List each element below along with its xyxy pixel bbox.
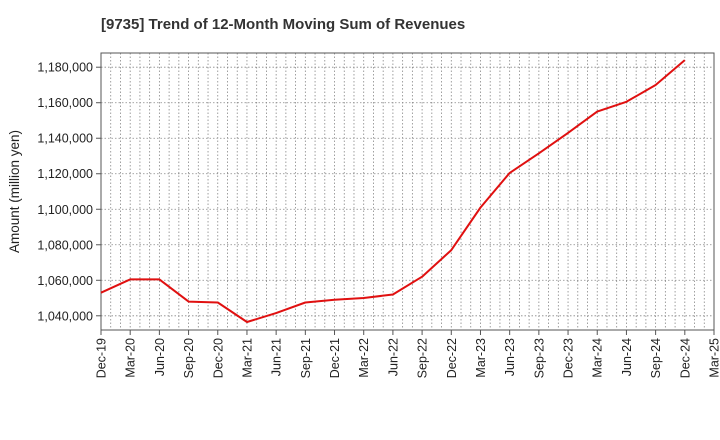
y-axis-ticks: 1,040,000 1,060,000 1,080,000 1,100,000 1,12… (37, 61, 101, 323)
x-tick-label: Sep-23 (532, 338, 546, 378)
chart-title: [9735] Trend of 12-Month Moving Sum of R… (101, 16, 466, 33)
x-tick-label: Jun-22 (386, 338, 400, 376)
series-line (100, 59, 686, 323)
grid-lines (101, 53, 714, 330)
x-tick-label: Jun-20 (153, 338, 167, 376)
x-tick-label: Dec-21 (328, 338, 342, 378)
x-tick-label: Dec-23 (562, 338, 576, 378)
x-tick-label: Mar-25 (708, 338, 720, 378)
x-tick-label: Dec-20 (211, 338, 225, 378)
x-tick-label: Dec-19 (95, 338, 109, 378)
y-tick-label: 1,140,000 (37, 132, 93, 146)
x-tick-label: Mar-22 (357, 338, 371, 378)
x-tick-label: Mar-24 (591, 338, 605, 378)
y-tick-label: 1,180,000 (37, 61, 93, 75)
y-tick-label: 1,160,000 (37, 96, 93, 110)
x-tick-label: Jun-24 (620, 338, 634, 376)
y-tick-label: 1,080,000 (37, 238, 93, 252)
plot-area-frame (100, 52, 715, 331)
x-tick-label: Sep-22 (416, 338, 430, 378)
x-tick-label: Mar-20 (124, 338, 138, 378)
x-tick-label: Dec-22 (445, 338, 459, 378)
x-tick-label: Mar-23 (474, 338, 488, 378)
x-tick-label: Jun-21 (270, 338, 284, 376)
y-tick-label: 1,060,000 (37, 274, 93, 288)
x-tick-label: Dec-24 (678, 338, 692, 378)
x-tick-label: Sep-20 (182, 338, 196, 378)
x-tick-label: Mar-21 (240, 338, 254, 378)
x-tick-label: Sep-24 (649, 338, 663, 378)
y-axis-label: Amount (million yen) (7, 130, 22, 253)
y-tick-label: 1,040,000 (37, 309, 93, 323)
y-tick-label: 1,120,000 (37, 167, 93, 181)
x-tick-label: Sep-21 (299, 338, 313, 378)
y-tick-label: 1,100,000 (37, 203, 93, 217)
x-axis-ticks: Dec-19 Mar-20 Jun-20 Sep-20 Dec-20 Mar-21 Jun-… (95, 330, 720, 378)
x-tick-label: Jun-23 (503, 338, 517, 376)
